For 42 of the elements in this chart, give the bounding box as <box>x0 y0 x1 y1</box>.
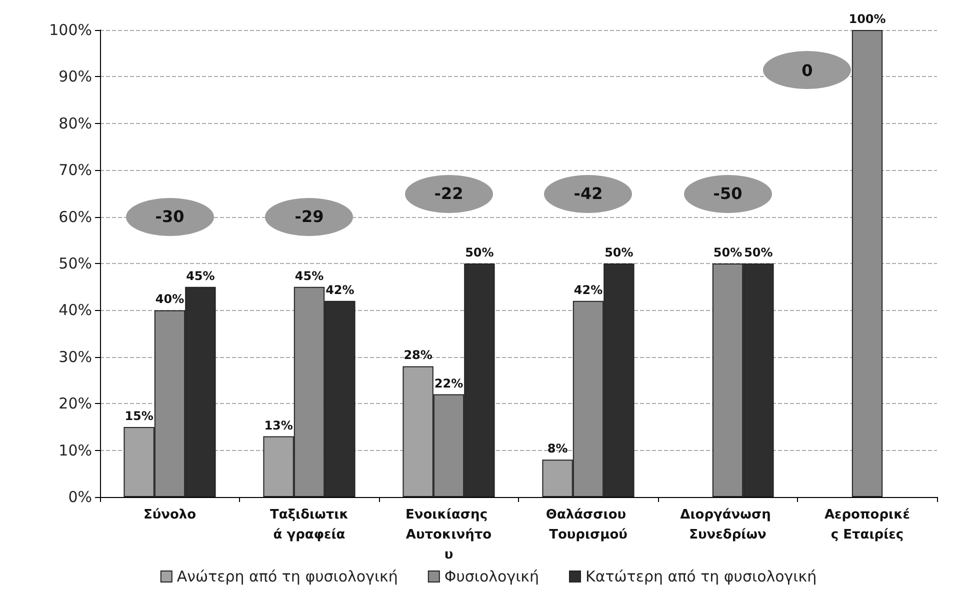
data-label: 50% <box>465 246 494 260</box>
x-tick-label: Διοργάνωση Συνεδρίων <box>680 508 776 542</box>
data-label: 50% <box>713 246 742 260</box>
y-tick-label: 0% <box>68 488 92 506</box>
x-tick-label: Ταξιδιωτικά γραφεία <box>270 508 348 542</box>
legend-label: Φυσιολογική <box>444 568 539 586</box>
x-tick-label: Ενοικίασης Αυτοκινήτου <box>405 508 492 562</box>
ellipse-badge: -29 <box>265 198 354 236</box>
bar <box>852 30 883 497</box>
data-label: 22% <box>434 376 464 390</box>
ellipse-badge: -50 <box>684 174 772 212</box>
x-tick-label: Αεροπορικές Εταιρίες <box>824 508 910 542</box>
data-label: 45% <box>186 268 215 283</box>
data-label: 42% <box>574 282 603 297</box>
y-tick-label: 60% <box>58 208 92 226</box>
legend-label: Ανώτερη από τη φυσιολογική <box>176 568 398 586</box>
x-tick-label: Θαλάσσιου Τουρισμού <box>546 508 631 542</box>
data-label: 42% <box>326 282 354 297</box>
data-label: 8% <box>547 442 568 456</box>
data-label: 40% <box>155 292 184 306</box>
data-label: 50% <box>604 246 634 260</box>
y-tick-label: 40% <box>58 301 92 320</box>
ellipse-badge: 0 <box>763 51 852 89</box>
ellipse-badge: -22 <box>404 174 493 212</box>
y-tick-label: 20% <box>58 394 92 413</box>
data-label: 45% <box>294 268 324 283</box>
data-label: 28% <box>404 348 432 362</box>
legend-label: Κατώτερη από τη φυσιολογική <box>585 568 817 586</box>
ellipse-badge: -42 <box>544 174 632 212</box>
y-tick-label: 50% <box>58 254 92 272</box>
y-tick-label: 100% <box>49 21 92 39</box>
y-tick-label: 70% <box>58 161 92 180</box>
x-tick-label: Σύνολο <box>143 508 196 522</box>
y-tick-label: 90% <box>58 68 92 86</box>
ellipse-badge: -30 <box>126 198 214 236</box>
data-label: 15% <box>124 408 154 423</box>
data-label: 50% <box>744 246 773 260</box>
data-label: 13% <box>264 418 293 432</box>
y-tick-label: 80% <box>58 114 92 132</box>
data-label: 100% <box>848 12 886 26</box>
y-tick-label: 30% <box>58 348 92 366</box>
y-tick-label: 10% <box>58 441 92 460</box>
